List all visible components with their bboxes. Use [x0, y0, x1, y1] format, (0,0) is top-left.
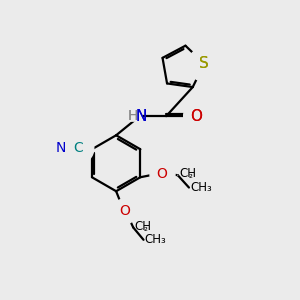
Text: O: O	[190, 109, 202, 124]
Text: ₂: ₂	[144, 223, 148, 233]
Text: N: N	[136, 109, 147, 124]
Text: CH₃: CH₃	[190, 181, 212, 194]
Text: CH₃: CH₃	[145, 233, 166, 246]
Text: ₂: ₂	[189, 170, 193, 180]
Text: O: O	[156, 167, 167, 181]
FancyBboxPatch shape	[177, 175, 178, 176]
Text: S: S	[199, 56, 209, 71]
FancyBboxPatch shape	[124, 111, 142, 122]
Text: H: H	[128, 109, 138, 123]
Text: H: H	[128, 109, 138, 123]
Text: O: O	[119, 204, 130, 218]
Text: CH: CH	[179, 167, 196, 180]
Text: N: N	[56, 141, 66, 154]
Text: C: C	[73, 142, 83, 155]
FancyBboxPatch shape	[124, 110, 143, 122]
Text: N: N	[136, 109, 147, 124]
Text: CH: CH	[134, 220, 152, 233]
Text: O: O	[190, 109, 202, 124]
Text: S: S	[199, 56, 209, 71]
